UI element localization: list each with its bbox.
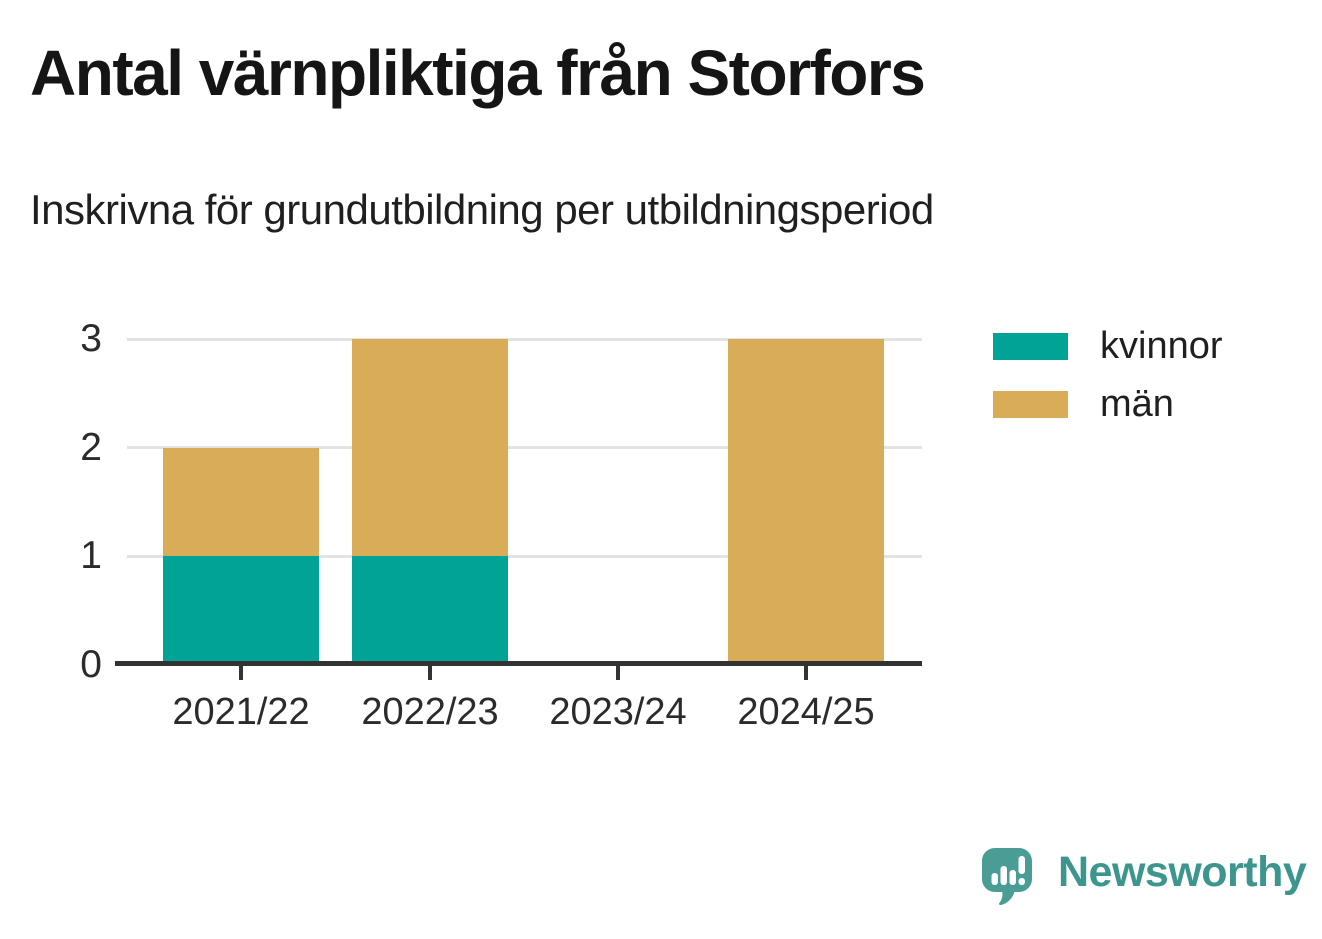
legend-label: kvinnor [1100, 325, 1223, 367]
chart-title: Antal värnpliktiga från Storfors [30, 37, 926, 109]
x-tick-label: 2024/25 [737, 691, 875, 733]
legend-item: män [993, 383, 1223, 425]
y-tick-label: 2 [80, 425, 102, 469]
chart-subtitle: Inskrivna för grundutbildning per utbild… [30, 186, 934, 233]
plot-area [115, 337, 922, 680]
legend: kvinnor män [993, 325, 1223, 449]
y-tick-label: 1 [80, 534, 102, 578]
legend-item: kvinnor [993, 325, 1223, 367]
x-axis-tick [616, 666, 620, 680]
x-axis-tick [804, 666, 808, 680]
gridline [127, 554, 922, 558]
gridline [127, 337, 922, 341]
bar-segment-man [352, 339, 508, 557]
x-axis-tick [239, 666, 243, 680]
y-tick-label: 3 [80, 317, 102, 360]
legend-swatch [993, 391, 1068, 418]
y-tick-label: 0 [80, 643, 102, 686]
logo-wordmark: Newsworthy [1058, 848, 1307, 896]
logo-bars-and-exclamation [991, 856, 1025, 885]
x-tick-label: 2022/23 [361, 691, 499, 733]
legend-label: män [1100, 383, 1174, 425]
x-axis-line [115, 661, 922, 666]
x-tick-label: 2023/24 [549, 691, 687, 733]
x-axis-tick [428, 666, 432, 680]
bar-segment-kvinnor [163, 556, 319, 665]
x-tick-label: 2021/22 [172, 691, 310, 733]
bar-segment-kvinnor [352, 556, 508, 665]
newsworthy-bubble-icon [982, 848, 1032, 906]
bar-segment-man [728, 339, 884, 665]
gridline [127, 446, 922, 450]
bar-segment-man [163, 447, 319, 557]
legend-swatch [993, 333, 1068, 360]
newsworthy-logo: Newsworthy [980, 846, 1307, 910]
